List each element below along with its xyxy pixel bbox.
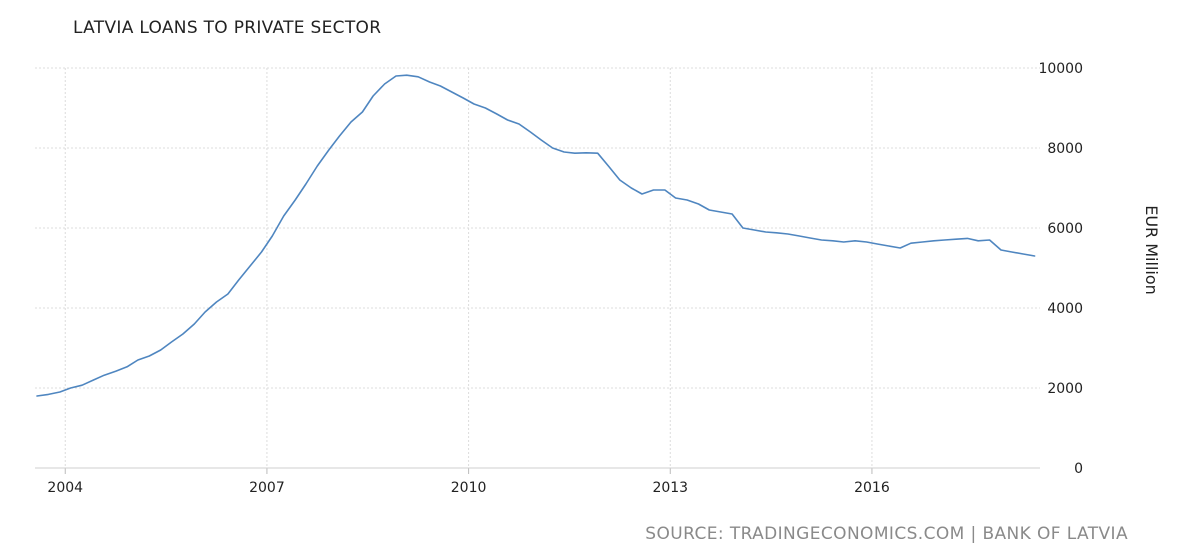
y-tick-label: 10000 — [1038, 61, 1083, 77]
y-tick-label: 0 — [1074, 461, 1083, 477]
chart-title: LATVIA LOANS TO PRIVATE SECTOR — [73, 18, 382, 38]
x-gridlines — [35, 68, 1040, 474]
y-tick-label: 2000 — [1047, 381, 1083, 397]
y-tick-label: 6000 — [1047, 221, 1083, 237]
series-line — [36, 74, 1036, 397]
y-axis-label: EUR Million — [1142, 205, 1161, 295]
x-tick-label: 2004 — [47, 480, 83, 496]
x-tick-label: 2013 — [652, 480, 688, 496]
y-tick-labels: 0 2000 4000 6000 8000 10000 — [1038, 61, 1083, 477]
y-gridlines — [35, 67, 1040, 469]
x-tick-labels: 2004 2007 2010 2013 2016 — [47, 480, 889, 496]
y-tick-label: 8000 — [1047, 141, 1083, 157]
x-tick-label: 2016 — [854, 480, 890, 496]
x-tick-label: 2007 — [249, 480, 285, 496]
y-tick-label: 4000 — [1047, 301, 1083, 317]
source-note: SOURCE: TRADINGECONOMICS.COM | BANK OF L… — [645, 524, 1128, 544]
series-group — [36, 74, 1036, 397]
x-tick-label: 2010 — [451, 480, 487, 496]
